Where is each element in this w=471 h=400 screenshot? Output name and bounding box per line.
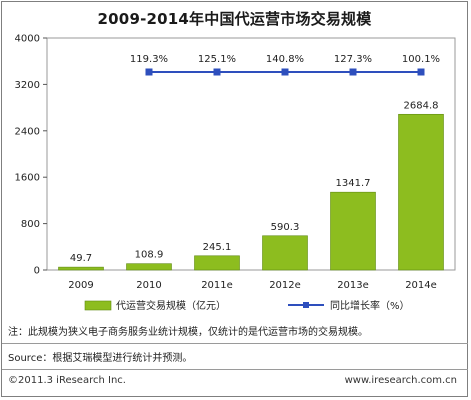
bar	[262, 235, 308, 271]
growth-point	[349, 68, 357, 76]
bar-series	[58, 113, 444, 271]
plot-area	[46, 37, 456, 271]
divider	[2, 369, 468, 370]
bar	[330, 191, 376, 271]
growth-point	[213, 68, 221, 76]
y-tick-label: 800	[21, 219, 40, 230]
bar-value-label: 108.9	[135, 250, 164, 261]
growth-value-label: 100.1%	[402, 54, 440, 65]
bar-value-label: 590.3	[271, 222, 300, 233]
growth-value-label: 119.3%	[130, 54, 168, 65]
bar	[126, 263, 172, 271]
divider	[2, 343, 468, 344]
chart-legend: 代运营交易规模（亿元） 同比增长率（%）	[84, 299, 410, 312]
x-tick-label: 2010	[136, 280, 161, 291]
bar-value-label: 245.1	[203, 242, 232, 253]
bar	[398, 113, 444, 271]
legend-line-marker	[303, 302, 309, 308]
y-tick-label: 1600	[15, 173, 40, 184]
source-note: Source：根据艾瑞模型进行统计并预测。	[8, 353, 193, 364]
y-tick-label: 0	[34, 266, 40, 277]
growth-point	[145, 68, 153, 76]
y-tick-label: 2400	[15, 126, 40, 137]
growth-value-label: 140.8%	[266, 54, 304, 65]
chart-title: 2009-2014年中国代运营市场交易规模	[97, 10, 372, 28]
growth-point	[281, 68, 289, 76]
legend-line-label: 同比增长率（%）	[330, 299, 410, 312]
legend-bar-label: 代运营交易规模（亿元）	[116, 299, 226, 312]
growth-value-label: 125.1%	[198, 54, 236, 65]
footer-copyright: ©2011.3 iResearch Inc.	[8, 375, 126, 386]
bar-value-label: 1341.7	[336, 178, 371, 189]
x-tick-label: 2009	[68, 280, 93, 291]
y-tick-label: 4000	[15, 34, 40, 45]
bar-value-label: 2684.8	[404, 100, 439, 111]
growth-line-series	[145, 68, 425, 76]
footer-website: www.iresearch.com.cn	[344, 375, 457, 386]
growth-point	[417, 68, 425, 76]
legend-bar-swatch	[84, 300, 112, 311]
chart-axes: 0 800 1600 2400 3200 4000 2009 2010 2011e 2012e 20…	[15, 34, 456, 291]
bar-value-label: 49.7	[70, 253, 92, 264]
x-tick-label: 2013e	[337, 280, 369, 291]
x-tick-label: 2014e	[405, 280, 437, 291]
growth-value-label: 127.3%	[334, 54, 372, 65]
bar	[194, 255, 240, 271]
x-tick-label: 2011e	[201, 280, 233, 291]
x-tick-label: 2012e	[269, 280, 301, 291]
data-labels: 49.7 108.9 245.1 590.3 1341.7 2684.8 119.3% 125…	[70, 54, 440, 264]
bar	[58, 266, 104, 271]
chart-note: 注：此规模为狭义电子商务服务业统计规模，仅统计的是代运营市场的交易规模。	[8, 327, 368, 338]
y-tick-label: 3200	[15, 80, 40, 91]
